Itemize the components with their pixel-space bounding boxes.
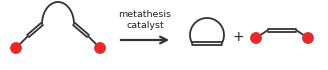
Circle shape bbox=[95, 43, 105, 53]
Text: +: + bbox=[232, 30, 244, 44]
Circle shape bbox=[251, 33, 261, 43]
Circle shape bbox=[11, 43, 21, 53]
Circle shape bbox=[303, 33, 313, 43]
Text: metathesis
catalyst: metathesis catalyst bbox=[118, 10, 172, 30]
